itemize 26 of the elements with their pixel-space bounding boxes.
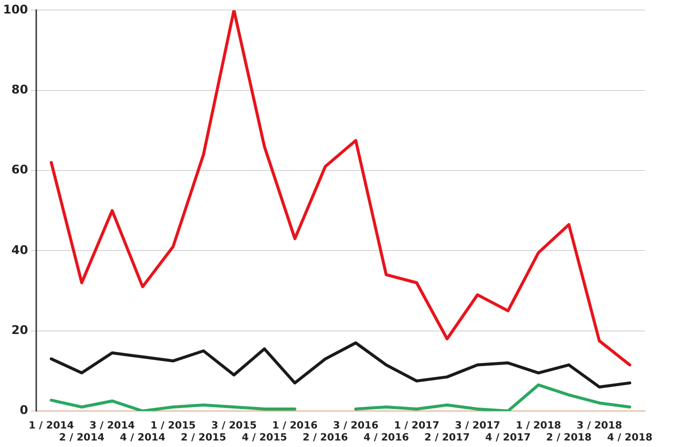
- y-tick-label: 80: [11, 82, 28, 96]
- x-tick-label: 2 / 2017: [424, 432, 470, 444]
- x-tick-label: 3 / 2014: [89, 420, 135, 432]
- x-tick-label: 4 / 2018: [607, 432, 653, 444]
- x-tick-label: 3 / 2015: [211, 420, 257, 432]
- x-tick-label: 2 / 2016: [302, 432, 348, 444]
- y-tick-label: 0: [20, 403, 28, 418]
- x-tick-label: 1 / 2014: [28, 420, 74, 432]
- y-tick-label: 60: [11, 162, 28, 177]
- x-tick-label: 4 / 2015: [242, 432, 288, 444]
- x-tick-label: 4 / 2014: [120, 432, 166, 444]
- x-tick-label: 1 / 2017: [394, 420, 440, 432]
- x-tick-label: 3 / 2016: [333, 420, 378, 432]
- x-tick-label: 1 / 2015: [150, 420, 196, 432]
- x-tick-label: 3 / 2017: [454, 420, 500, 432]
- x-tick-label: 2 / 2018: [546, 432, 592, 444]
- x-tick-label: 2 / 2014: [59, 432, 104, 444]
- x-tick-label: 4 / 2017: [485, 432, 531, 444]
- x-tick-label: 3 / 2018: [576, 420, 622, 432]
- y-tick-label: 40: [11, 242, 28, 257]
- y-tick-label: 20: [11, 322, 28, 337]
- x-tick-label: 2 / 2015: [180, 432, 226, 444]
- y-tick-label: 100: [2, 2, 28, 16]
- x-tick-label: 1 / 2018: [516, 420, 562, 432]
- x-tick-label: 1 / 2016: [272, 420, 318, 432]
- x-tick-label: 4 / 2016: [363, 432, 409, 444]
